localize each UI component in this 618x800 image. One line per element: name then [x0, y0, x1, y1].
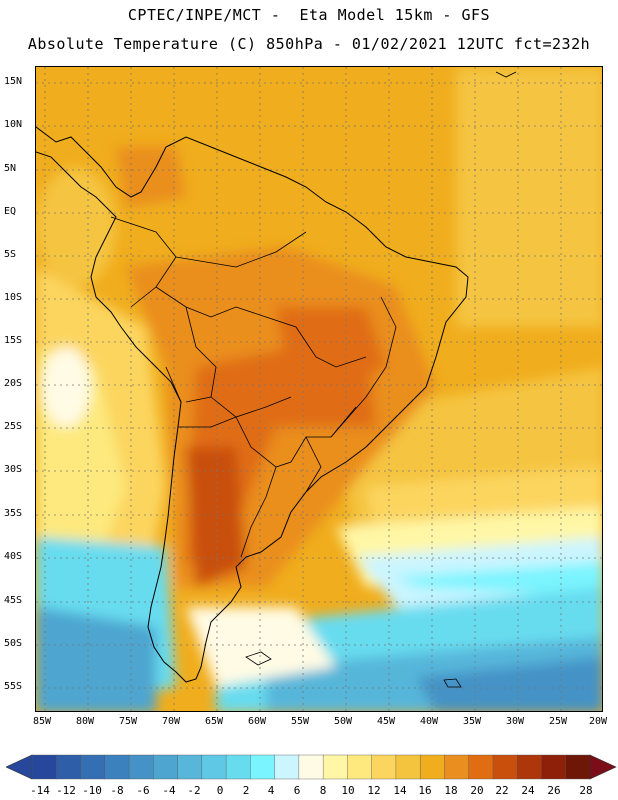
colorbar-label-16: 16: [418, 784, 432, 797]
lat-label-5s: 5S: [4, 249, 17, 260]
colorbar-label-8: 8: [319, 784, 327, 797]
lon-label-70w: 70W: [162, 716, 181, 727]
lon-label-20w: 20W: [589, 716, 608, 727]
colorbar-label-28: 28: [579, 784, 593, 797]
colorbar-max-arrow: [589, 754, 617, 780]
lon-label-60w: 60W: [248, 716, 267, 727]
colorbar-cell: [492, 754, 518, 780]
colorbar-cell: [80, 754, 106, 780]
colorbar-cell: [444, 754, 470, 780]
colorbar-label-m14: -14: [30, 784, 50, 797]
lon-label-65w: 65W: [205, 716, 224, 727]
colorbar-cell: [153, 754, 179, 780]
lat-label-5n: 5N: [4, 163, 17, 174]
lon-label-35w: 35W: [463, 716, 482, 727]
lon-label-80w: 80W: [76, 716, 95, 727]
lon-label-55w: 55W: [291, 716, 310, 727]
colorbar-label-2: 2: [242, 784, 250, 797]
colorbar-cell: [517, 754, 542, 780]
lat-label-15n: 15N: [4, 76, 23, 87]
colorbar-cell: [104, 754, 130, 780]
lon-label-40w: 40W: [420, 716, 439, 727]
colorbar-label-18: 18: [444, 784, 458, 797]
colorbar-label-m6: -6: [136, 784, 150, 797]
colorbar-label-12: 12: [367, 784, 381, 797]
colorbar-cells: [31, 754, 591, 780]
colorbar-cell: [250, 754, 276, 780]
title-line-2: Absolute Temperature (C) 850hPa - 01/02/…: [27, 35, 591, 53]
colorbar-label-10: 10: [341, 784, 355, 797]
colorbar-label-m12: -12: [56, 784, 76, 797]
colorbar-label-24: 24: [521, 784, 535, 797]
lat-label-10n: 10N: [4, 119, 23, 130]
country-borders: [110, 216, 397, 558]
colorbar-cell: [201, 754, 227, 780]
lat-lon-grid: [36, 67, 602, 711]
colorbar-cell: [541, 754, 567, 780]
colorbar-label-26: 26: [547, 784, 561, 797]
lat-label-40s: 40S: [4, 551, 23, 562]
colorbar-cell: [298, 754, 324, 780]
colorbar-cell: [371, 754, 397, 780]
colorbar-cell: [56, 754, 82, 780]
colorbar: [6, 754, 617, 780]
colorbar-cell: [322, 754, 348, 780]
lat-label-30s: 30S: [4, 464, 23, 475]
colorbar-cell: [128, 754, 154, 780]
lon-label-45w: 45W: [377, 716, 396, 727]
lon-label-75w: 75W: [119, 716, 138, 727]
title-line-1: CPTEC/INPE/MCT - Eta Model 15km - GFS: [127, 6, 491, 24]
colorbar-label-m4: -4: [162, 784, 176, 797]
lat-label-20s: 20S: [4, 378, 23, 389]
colorbar-label-0: 0: [216, 784, 224, 797]
colorbar-label-22: 22: [495, 784, 509, 797]
colorbar-cell: [419, 754, 445, 780]
colorbar-label-14: 14: [393, 784, 407, 797]
lat-label-25s: 25S: [4, 421, 23, 432]
colorbar-cell: [177, 754, 203, 780]
islands: [245, 71, 517, 688]
colorbar-cell: [347, 754, 373, 780]
colorbar-cell: [225, 754, 251, 780]
lon-label-25w: 25W: [549, 716, 568, 727]
lat-label-55s: 55S: [4, 681, 23, 692]
colorbar-cell: [395, 754, 421, 780]
lat-label-50s: 50S: [4, 638, 23, 649]
colorbar-cell: [468, 754, 494, 780]
colorbar-label-20: 20: [470, 784, 484, 797]
colorbar-label-m10: -10: [82, 784, 102, 797]
lon-label-85w: 85W: [33, 716, 52, 727]
colorbar-label-m2: -2: [187, 784, 201, 797]
colorbar-cell: [565, 754, 591, 780]
temperature-map: [35, 66, 603, 712]
coastline: [36, 126, 469, 683]
lat-label-eq: EQ: [4, 206, 17, 217]
lat-label-45s: 45S: [4, 595, 23, 606]
colorbar-cell: [274, 754, 300, 780]
lon-label-50w: 50W: [334, 716, 353, 727]
lat-label-15s: 15S: [4, 335, 23, 346]
colorbar-label-4: 4: [267, 784, 275, 797]
colorbar-cell: [31, 754, 57, 780]
lat-label-10s: 10S: [4, 292, 23, 303]
lat-label-35s: 35S: [4, 508, 23, 519]
colorbar-min-arrow: [6, 754, 33, 780]
colorbar-label-6: 6: [293, 784, 301, 797]
map-svg: [36, 67, 602, 711]
colorbar-label-m8: -8: [110, 784, 124, 797]
lon-label-30w: 30W: [506, 716, 525, 727]
